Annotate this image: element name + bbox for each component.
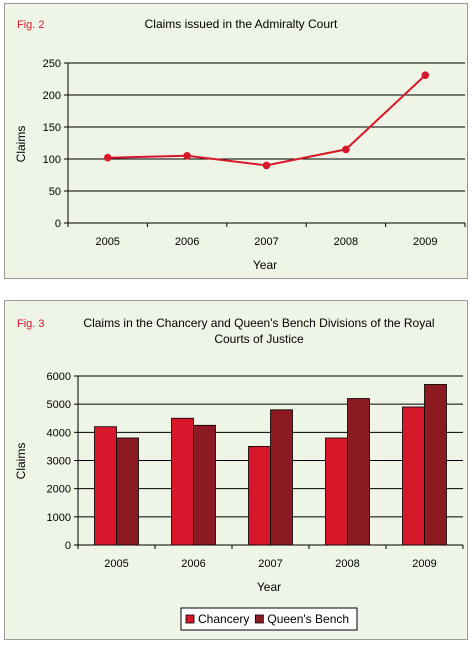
fig3-chart: Fig. 3 Claims in the Chancery and Queen'…: [14, 316, 464, 631]
fig3-ytick-label: 3000: [47, 456, 71, 468]
fig3-legend-box: [180, 607, 358, 631]
fig2-ytick-label: 0: [55, 218, 61, 230]
fig3-ytick-label: 2000: [47, 484, 71, 496]
fig2-series-line: [107, 74, 426, 167]
fig3-xtick-label: 2008: [335, 558, 359, 570]
fig2-xtick-label: 2005: [95, 236, 119, 248]
fig2-ytick-label: 150: [43, 122, 61, 134]
fig2-xlabel: Year: [253, 258, 277, 272]
fig2-data-point: [342, 145, 350, 154]
fig2-ytick-label: 250: [43, 58, 61, 70]
fig3-xtick-label: 2005: [104, 558, 128, 570]
fig2-data-point: [262, 161, 271, 170]
fig3-legend: Chancery Queen's Bench: [180, 607, 358, 631]
fig2-xtick-label: 2009: [413, 236, 437, 248]
fig3-legend-swatch: [185, 614, 195, 624]
fig2-title: Claims issued in the Admiralty Court: [145, 17, 338, 31]
fig3-xtick-label: 2009: [412, 558, 436, 570]
fig3-xlabel: Year: [257, 580, 281, 594]
fig3-ytick-label: 0: [65, 540, 71, 552]
fig2-data-point: [103, 153, 112, 162]
fig3-bar: [171, 417, 194, 546]
fig2-label: Fig. 2: [17, 19, 45, 31]
fig3-ytick-label: 4000: [47, 427, 71, 439]
fig3-bar: [94, 426, 117, 546]
fig3-bar: [424, 384, 447, 546]
fig3-bar: [347, 398, 370, 546]
fig3-title-line-2: Courts of Justice: [214, 332, 304, 346]
fig3-ytick-label: 6000: [47, 371, 71, 383]
fig2-chart: Fig. 2 Claims issued in the Admiralty Co…: [14, 17, 466, 272]
fig3-bar: [116, 437, 139, 546]
fig3-ytick-label: 1000: [47, 512, 71, 524]
fig3-legend-label: Queen's Bench: [267, 612, 349, 626]
fig3-title-line-1: Claims in the Chancery and Queen's Bench…: [83, 316, 434, 330]
fig3-panel: Fig. 3 Claims in the Chancery and Queen'…: [4, 300, 468, 640]
fig2-xtick-label: 2006: [175, 236, 199, 248]
fig2-data-point: [421, 71, 430, 79]
fig2-xtick-label: 2007: [254, 236, 278, 248]
fig2-ytick-label: 50: [49, 186, 61, 198]
fig3-ylabel: Claims: [14, 443, 28, 480]
fig2-xtick-label: 2008: [334, 236, 358, 248]
fig3-xtick-label: 2007: [258, 558, 282, 570]
fig3-bar: [270, 409, 293, 546]
fig2-ytick-label: 100: [43, 154, 61, 166]
fig3-bar: [402, 406, 425, 546]
fig3-xtick-label: 2006: [181, 558, 205, 570]
fig2-panel: Fig. 2 Claims issued in the Admiralty Co…: [4, 3, 468, 279]
fig3-legend-label: Chancery: [198, 612, 249, 626]
fig3-label: Fig. 3: [17, 318, 45, 330]
fig3-legend-swatch: [254, 614, 264, 624]
fig2-ytick-label: 200: [43, 90, 61, 102]
fig2-data-point: [183, 152, 191, 160]
fig3-bar: [193, 424, 216, 546]
fig3-bar: [248, 446, 271, 546]
fig3-bar: [325, 437, 348, 546]
fig3-ytick-label: 5000: [47, 399, 71, 411]
fig2-ylabel: Claims: [14, 126, 28, 163]
